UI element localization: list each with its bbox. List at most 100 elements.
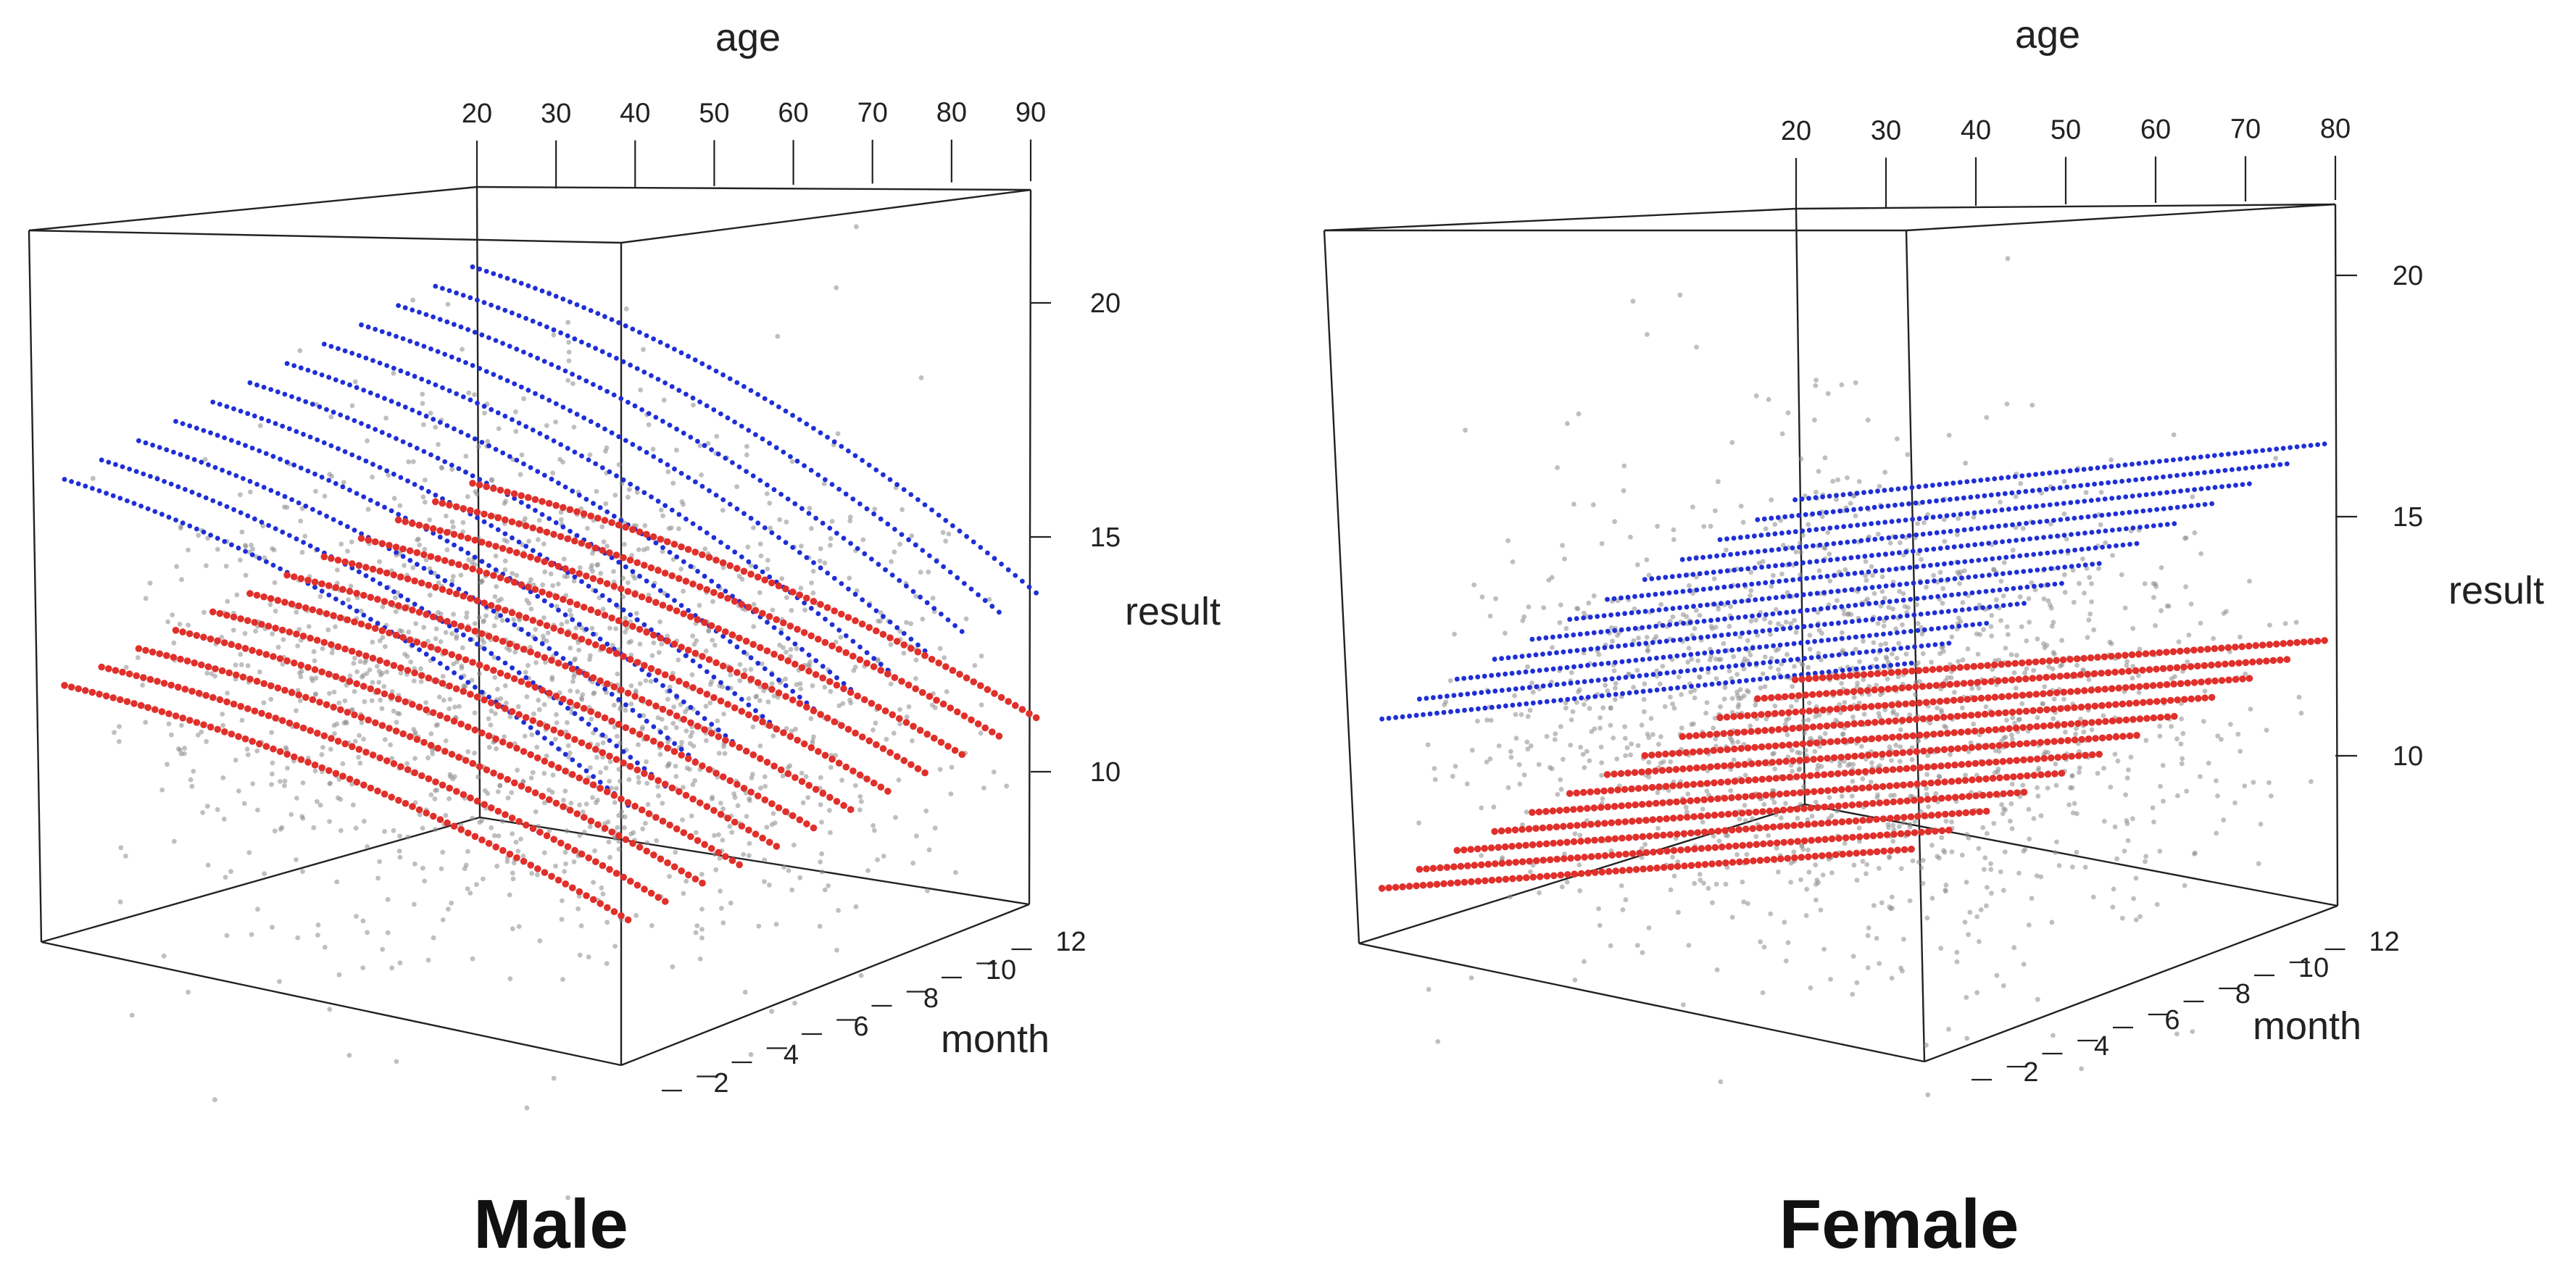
lower-surface-point xyxy=(691,875,699,883)
lower-surface-point xyxy=(968,716,975,724)
upper-surface-point xyxy=(797,417,802,422)
lower-surface-point xyxy=(365,622,372,630)
observed-point xyxy=(2020,525,2026,531)
observed-point xyxy=(628,683,634,688)
lower-surface-point xyxy=(467,507,474,514)
observed-point xyxy=(472,392,477,397)
observed-point xyxy=(670,480,676,486)
upper-surface-point xyxy=(848,541,853,546)
lower-surface-point xyxy=(770,762,778,770)
lower-surface-point xyxy=(478,836,486,843)
observed-point xyxy=(771,693,777,699)
lower-surface-point xyxy=(436,816,444,823)
observed-point xyxy=(1623,897,1629,903)
observed-point xyxy=(147,580,153,586)
observed-point xyxy=(566,754,571,760)
upper-surface-point xyxy=(549,741,554,746)
lower-surface-point xyxy=(427,553,435,560)
upper-surface-point xyxy=(417,647,422,652)
upper-surface-point xyxy=(602,426,607,432)
observed-point xyxy=(703,649,709,654)
observed-point xyxy=(1569,717,1574,722)
observed-point xyxy=(376,669,382,674)
observed-point xyxy=(979,702,984,708)
observed-point xyxy=(1877,866,1882,871)
result-tick-label: 10 xyxy=(1090,757,1121,788)
lower-surface-point xyxy=(490,572,497,579)
observed-point xyxy=(1861,712,1867,717)
upper-surface-point xyxy=(841,680,847,686)
upper-surface-point xyxy=(282,391,288,397)
observed-point xyxy=(656,793,661,799)
observed-point xyxy=(2008,801,2014,807)
upper-surface-point xyxy=(280,529,286,535)
lower-surface-point xyxy=(583,892,590,899)
lower-surface-point xyxy=(863,775,871,783)
lower-surface-point xyxy=(805,667,813,675)
observed-point xyxy=(834,285,839,291)
lower-surface-point xyxy=(246,675,254,683)
upper-surface-point xyxy=(243,443,248,449)
observed-point xyxy=(721,743,726,749)
observed-point xyxy=(697,443,703,449)
observed-point xyxy=(1688,689,1694,695)
observed-point xyxy=(1650,732,1655,738)
upper-surface-point xyxy=(765,620,770,625)
upper-surface-point xyxy=(757,478,763,483)
upper-surface-point xyxy=(657,340,663,345)
lower-surface-point xyxy=(624,799,632,807)
lower-surface-point xyxy=(407,733,414,741)
lower-surface-point xyxy=(740,785,748,792)
upper-surface-point xyxy=(222,538,228,544)
lower-surface-point xyxy=(394,516,402,524)
lower-surface-point xyxy=(699,653,706,660)
observed-point xyxy=(356,754,361,760)
upper-surface-point xyxy=(649,494,654,500)
upper-surface-point xyxy=(319,372,325,378)
lower-surface-point xyxy=(703,691,711,698)
observed-point xyxy=(346,597,351,602)
observed-point xyxy=(1806,700,1812,706)
male-frame-edge xyxy=(28,186,478,232)
lower-surface-point xyxy=(423,706,430,714)
observed-point xyxy=(186,622,191,628)
lower-surface-point xyxy=(691,649,699,657)
lower-surface-point xyxy=(678,867,685,875)
lower-surface-point xyxy=(270,745,277,753)
observed-point xyxy=(575,689,581,694)
upper-surface-point xyxy=(572,711,578,717)
lower-surface-point xyxy=(870,663,878,670)
observed-point xyxy=(186,989,191,995)
observed-point xyxy=(1865,933,1871,938)
lower-surface-point xyxy=(446,784,453,792)
observed-point xyxy=(1769,656,1774,661)
observed-point xyxy=(810,683,815,688)
lower-surface-point xyxy=(794,736,801,744)
lower-surface-point xyxy=(137,701,145,709)
observed-point xyxy=(346,1053,352,1058)
lower-surface-point xyxy=(633,559,641,567)
lower-surface-point xyxy=(710,693,718,701)
upper-surface-point xyxy=(727,376,733,381)
lower-surface-point xyxy=(360,781,367,789)
observed-point xyxy=(747,796,752,801)
observed-point xyxy=(1762,684,1768,689)
observed-point xyxy=(1915,621,1921,626)
observed-point xyxy=(616,767,622,772)
observed-point xyxy=(2180,730,2186,736)
lower-surface-point xyxy=(645,810,653,817)
lower-surface-point xyxy=(404,667,412,674)
lower-surface-point xyxy=(360,683,367,690)
lower-surface-point xyxy=(629,840,636,847)
upper-surface-point xyxy=(839,443,844,449)
upper-surface-point xyxy=(456,586,462,592)
lower-surface-point xyxy=(682,791,690,799)
lower-surface-point xyxy=(209,608,217,616)
upper-surface-point xyxy=(815,472,821,478)
lower-surface-point xyxy=(914,765,922,772)
observed-point xyxy=(1737,687,1743,693)
lower-surface-point xyxy=(392,631,400,639)
lower-surface-point xyxy=(731,818,739,826)
observed-point xyxy=(2024,638,2029,643)
observed-point xyxy=(636,742,641,748)
